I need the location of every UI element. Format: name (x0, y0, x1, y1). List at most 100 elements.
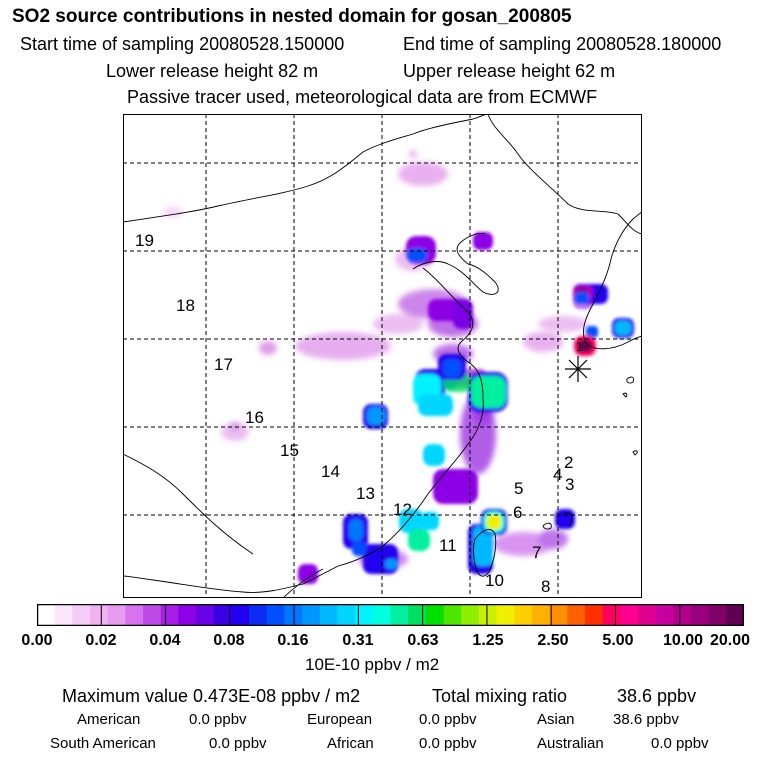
plume-layer (163, 151, 634, 584)
asian-value: 38.6 ppbv (613, 711, 679, 728)
colorbar-segment (90, 604, 109, 626)
colorbar-tick-label: 5.00 (602, 632, 634, 649)
coastline (626, 376, 634, 384)
plume-patch (385, 559, 397, 569)
region-label: 15 (280, 441, 299, 460)
plume-patch (538, 316, 588, 332)
coastline (592, 211, 642, 305)
plume-patch (483, 511, 505, 533)
region-label: 13 (356, 484, 375, 503)
receptor-star (568, 359, 588, 379)
colorbar-segment (372, 604, 391, 626)
colorbar-unit: 10E-10 ppbv / m2 (305, 655, 440, 674)
region-label: 12 (393, 500, 412, 519)
colorbar-tick-label: 0.63 (407, 632, 439, 649)
colorbar-segment (514, 604, 533, 626)
region-label: 5 (514, 479, 523, 498)
plume-patch (443, 359, 461, 377)
colorbar-segment (337, 604, 356, 626)
colorbar-segment (690, 604, 710, 626)
plume-patch (418, 394, 453, 416)
plume-patch (453, 299, 473, 329)
plume-patch (407, 248, 427, 262)
colorbar-segment (708, 604, 727, 626)
chart-title: SO2 source contributions in nested domai… (12, 6, 572, 27)
colorbar-segment (443, 604, 462, 626)
colorbar-segment (72, 604, 91, 626)
colorbar-segment (620, 604, 639, 626)
colorbar-segment (637, 604, 657, 626)
coastline (473, 528, 497, 577)
plume-patch (295, 332, 391, 360)
map-frame (123, 114, 642, 598)
plume-patch (523, 332, 563, 352)
plume-patch (352, 542, 366, 556)
colorbar-segment (284, 604, 303, 626)
plume-patch (373, 314, 423, 334)
colorbar-tick-label: 0.00 (21, 632, 53, 649)
total-mixing-label: Total mixing ratio (432, 686, 568, 706)
colorbar-segment (496, 604, 515, 626)
source-contribution-map: 19 18 17 16 15 14 13 12 11 10 8 7 6 5 4 … (123, 114, 642, 598)
colorbar-segment (390, 604, 409, 626)
colorbar-segment (461, 604, 480, 626)
plume-patch (578, 340, 592, 352)
colorbar-tick-label: 0.04 (149, 632, 181, 649)
region-label: 18 (176, 296, 195, 315)
plume-patch (473, 232, 493, 250)
coastline (632, 450, 638, 456)
region-labels: 19 18 17 16 15 14 13 12 11 10 8 7 6 5 4 … (135, 231, 583, 596)
colorbar-segment (249, 604, 268, 626)
colorbar-tick-label: 0.31 (342, 632, 374, 649)
max-value: Maximum value 0.473E-08 ppbv / m2 (62, 686, 361, 706)
colorbar-segment (726, 604, 744, 626)
colorbar-segment (213, 604, 232, 626)
coastline (582, 303, 642, 350)
tracer-note: Passive tracer used, meteorological data… (127, 87, 598, 107)
colorbar-segment (178, 604, 197, 626)
australian-label: Australian (537, 735, 604, 752)
colorbar-segment (655, 604, 674, 626)
end-time-label: End time of sampling 20080528.180000 (403, 34, 722, 54)
coastline (123, 114, 489, 223)
colorbar-tick-label: 0.16 (277, 632, 309, 649)
african-label: African (327, 735, 374, 752)
coastline (337, 267, 484, 567)
asian-label: Asian (537, 711, 575, 728)
region-label: 11 (439, 536, 457, 555)
region-label: 8 (541, 577, 550, 596)
colorbar-segment (196, 604, 215, 626)
colorbar-segment (584, 604, 604, 626)
plume-patch (367, 407, 385, 425)
colorbar-segment (673, 604, 692, 626)
american-label: American (77, 711, 141, 728)
plume-patch (349, 519, 363, 541)
coastline (622, 392, 628, 398)
gridlines (123, 114, 642, 598)
colorbar-segment (160, 604, 179, 626)
colorbar-segment (37, 604, 56, 626)
plume-patch (493, 532, 553, 556)
colorbar-tick-label: 1.25 (472, 632, 504, 649)
region-label: 14 (321, 462, 340, 481)
colorbar-segment (302, 604, 321, 626)
plume-patch (423, 444, 445, 466)
south-american-value: 0.0 ppbv (209, 735, 267, 752)
region-label: 7 (532, 543, 541, 562)
african-value: 0.0 ppbv (419, 735, 477, 752)
coastline (412, 261, 499, 295)
region-label: 3 (565, 475, 574, 494)
american-value: 0.0 ppbv (189, 711, 247, 728)
upper-release-height: Upper release height 62 m (403, 61, 616, 81)
plume-patch (398, 162, 448, 186)
plume-patch (538, 529, 568, 549)
region-label: 2 (564, 453, 573, 472)
colorbar-tick-label: 2.50 (537, 632, 569, 649)
australian-value: 0.0 ppbv (651, 735, 709, 752)
colorbar-segment (143, 604, 162, 626)
colorbar-segment (549, 604, 568, 626)
colorbar-segment (602, 604, 621, 626)
coastline (282, 568, 324, 598)
colorbar-segment (266, 604, 285, 626)
plume-patch (408, 529, 430, 551)
